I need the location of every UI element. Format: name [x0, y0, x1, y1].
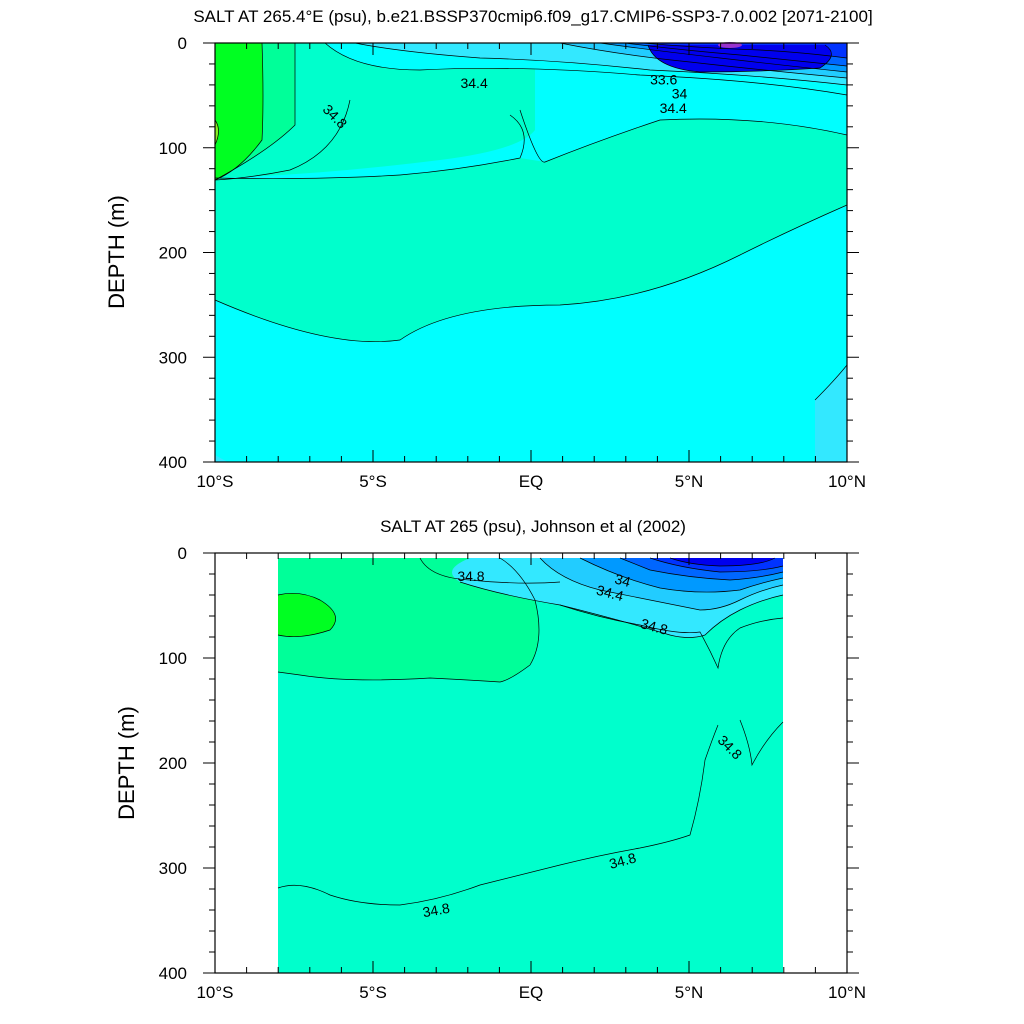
- bottom-contour-fill: [278, 558, 783, 973]
- bottom-contour-label: 34.8: [457, 568, 484, 584]
- top-y-tick-label: 200: [159, 244, 187, 263]
- bottom-contour-label: 34.4: [595, 582, 626, 605]
- top-y-axis-label: DEPTH (m): [104, 195, 129, 309]
- top-y-tick-label: 300: [159, 348, 187, 367]
- bottom-y-tick-label: 400: [159, 964, 187, 983]
- bottom-contour-label: 34.8: [639, 615, 670, 638]
- bottom-y-tick-label: 100: [159, 649, 187, 668]
- top-x-tick-label: 5°S: [359, 472, 387, 491]
- bottom-y-axis-label: DEPTH (m): [114, 706, 139, 820]
- model-salinity-panel: SALT AT 265.4°E (psu), b.e21.BSSP370cmip…: [104, 7, 873, 491]
- top-axes: 10°S 5°S EQ 5°N 10°N 0 100 200 300 400: [159, 34, 866, 491]
- top-x-tick-label: EQ: [519, 472, 544, 491]
- top-contour-label: 34: [672, 85, 688, 101]
- bottom-x-tick-label: 10°N: [828, 983, 866, 1002]
- top-y-tick-label: 100: [159, 139, 187, 158]
- top-x-tick-label: 5°N: [675, 472, 704, 491]
- bottom-y-tick-label: 300: [159, 859, 187, 878]
- bottom-panel-title: SALT AT 265 (psu), Johnson et al (2002): [380, 517, 686, 536]
- bottom-contour-label: 34.8: [607, 849, 638, 872]
- bottom-x-tick-label: 5°N: [675, 983, 704, 1002]
- top-y-tick-label: 0: [178, 34, 187, 53]
- observed-salinity-panel: SALT AT 265 (psu), Johnson et al (2002): [114, 517, 866, 1002]
- bottom-x-tick-label: EQ: [519, 983, 544, 1002]
- bottom-x-tick-label: 5°S: [359, 983, 387, 1002]
- bottom-y-tick-label: 200: [159, 754, 187, 773]
- bottom-y-tick-label: 0: [178, 544, 187, 563]
- top-contour-label: 34.4: [460, 75, 487, 91]
- top-y-tick-label: 400: [159, 453, 187, 472]
- top-x-tick-label: 10°S: [196, 472, 233, 491]
- top-x-tick-label: 10°N: [828, 472, 866, 491]
- top-contour-label: 33.6: [650, 72, 677, 88]
- bottom-x-tick-label: 10°S: [196, 983, 233, 1002]
- top-contour-label: 34.4: [660, 100, 687, 116]
- bottom-contour-label: 34.8: [421, 900, 451, 921]
- top-panel-title: SALT AT 265.4°E (psu), b.e21.BSSP370cmip…: [193, 7, 872, 26]
- bottom-contour-lines: [277, 557, 784, 906]
- bottom-axes: 10°S 5°S EQ 5°N 10°N 0 100 200 300 400: [159, 544, 866, 1002]
- bottom-contour-label: 34: [613, 571, 632, 591]
- top-contour-lines: [214, 42, 848, 401]
- top-contour-fill: [215, 42, 847, 462]
